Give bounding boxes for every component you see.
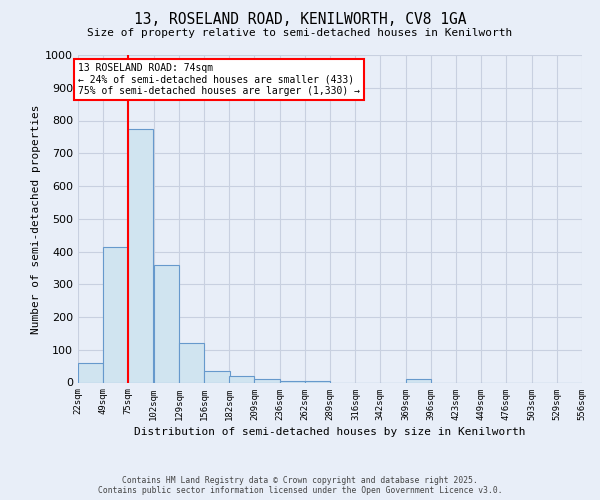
Bar bbox=[78, 363, 103, 382]
Bar bbox=[229, 376, 254, 382]
Text: 13 ROSELAND ROAD: 74sqm
← 24% of semi-detached houses are smaller (433)
75% of s: 13 ROSELAND ROAD: 74sqm ← 24% of semi-de… bbox=[78, 63, 360, 96]
Bar bbox=[280, 381, 305, 382]
Bar bbox=[179, 343, 204, 382]
Bar bbox=[103, 246, 128, 382]
Y-axis label: Number of semi-detached properties: Number of semi-detached properties bbox=[31, 104, 41, 334]
Bar bbox=[128, 128, 153, 382]
Text: 13, ROSELAND ROAD, KENILWORTH, CV8 1GA: 13, ROSELAND ROAD, KENILWORTH, CV8 1GA bbox=[134, 12, 466, 28]
X-axis label: Distribution of semi-detached houses by size in Kenilworth: Distribution of semi-detached houses by … bbox=[134, 426, 526, 436]
Bar bbox=[254, 379, 280, 382]
Bar bbox=[205, 371, 230, 382]
Bar bbox=[154, 264, 179, 382]
Bar bbox=[305, 381, 330, 382]
Text: Size of property relative to semi-detached houses in Kenilworth: Size of property relative to semi-detach… bbox=[88, 28, 512, 38]
Text: Contains HM Land Registry data © Crown copyright and database right 2025.
Contai: Contains HM Land Registry data © Crown c… bbox=[98, 476, 502, 495]
Bar bbox=[406, 379, 431, 382]
